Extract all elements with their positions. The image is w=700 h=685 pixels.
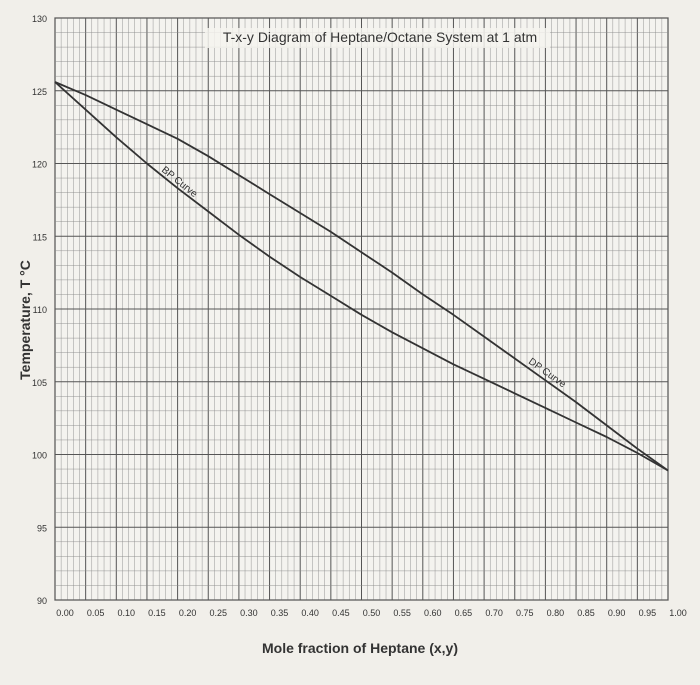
y-tick-label: 120 xyxy=(32,160,47,170)
y-tick-label: 110 xyxy=(33,305,47,315)
y-tick-label: 130 xyxy=(32,14,47,24)
x-tick-label: 0.15 xyxy=(148,608,166,618)
y-tick-label: 100 xyxy=(32,451,47,461)
y-tick-label: 105 xyxy=(32,378,47,388)
y-tick-label: 95 xyxy=(37,523,47,533)
x-tick-label: 0.10 xyxy=(118,608,136,618)
x-tick-label: 0.20 xyxy=(179,608,197,618)
x-tick-label: 0.95 xyxy=(639,608,657,618)
x-tick-label: 0.70 xyxy=(485,608,503,618)
x-tick-label: 0.65 xyxy=(455,608,473,618)
x-tick-label: 0.85 xyxy=(577,608,595,618)
y-tick-label: 115 xyxy=(33,232,47,242)
grid-layer xyxy=(54,17,669,601)
x-tick-label: 0.25 xyxy=(209,608,227,618)
x-tick-label: 0.55 xyxy=(393,608,411,618)
title-backdrop xyxy=(205,28,550,48)
x-tick-label: 0.80 xyxy=(547,608,565,618)
y-tick-label: 90 xyxy=(37,596,47,606)
x-tick-label: 0.05 xyxy=(87,608,105,618)
chart-title: T-x-y Diagram of Heptane/Octane System a… xyxy=(223,29,537,45)
x-tick-label: 0.30 xyxy=(240,608,258,618)
x-tick-label: 0.40 xyxy=(301,608,319,618)
x-tick-label: 0.60 xyxy=(424,608,442,618)
dp-curve-line xyxy=(54,81,669,472)
x-axis-label: Mole fraction of Heptane (x,y) xyxy=(262,640,458,656)
x-tick-label: 0.90 xyxy=(608,608,626,618)
bp-curve-line xyxy=(54,81,669,472)
x-tick-label: 0.50 xyxy=(363,608,381,618)
x-tick-label: 0.45 xyxy=(332,608,350,618)
x-tick-label: 1.00 xyxy=(669,608,687,618)
y-axis-label: Temperature, T °C xyxy=(17,260,33,380)
x-tick-label: 0.00 xyxy=(56,608,74,618)
x-tick-label: 0.35 xyxy=(271,608,289,618)
x-tick-label: 0.75 xyxy=(516,608,534,618)
curve-layer xyxy=(54,81,669,472)
tick-labels: 0.00 0.05 0.10 0.15 0.20 0.25 0.30 0.35 0.40 0.45… xyxy=(32,14,687,618)
y-tick-label: 125 xyxy=(32,87,47,97)
